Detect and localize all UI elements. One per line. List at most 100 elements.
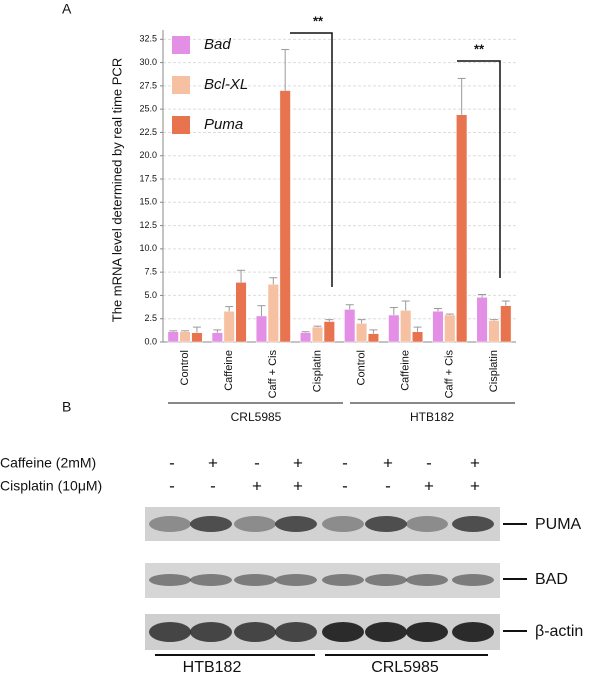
blot-band bbox=[365, 516, 407, 532]
x-tick-label: Caff + Cis bbox=[444, 350, 456, 399]
bar bbox=[300, 332, 312, 343]
error-bar bbox=[369, 329, 378, 334]
treatment-sign: + bbox=[208, 453, 218, 472]
significance-brackets bbox=[290, 32, 501, 287]
bar bbox=[191, 332, 203, 343]
error-bar bbox=[225, 306, 234, 312]
significance: ** bbox=[313, 13, 324, 28]
bar bbox=[255, 315, 267, 343]
blot-band bbox=[406, 574, 448, 586]
bar bbox=[179, 331, 191, 343]
blot-band bbox=[322, 622, 364, 642]
blot-band bbox=[190, 516, 232, 532]
blot-band bbox=[322, 574, 364, 586]
bar bbox=[444, 314, 456, 343]
error-bar bbox=[413, 326, 422, 332]
error-bar bbox=[269, 277, 278, 285]
treatment-sign: + bbox=[293, 476, 303, 495]
cell-line-label: CRL5985 bbox=[371, 659, 439, 676]
treatment-sign: - bbox=[169, 453, 175, 472]
bar bbox=[476, 297, 488, 343]
y-axis-label: The mRNA level determined by real time P… bbox=[109, 58, 124, 322]
bar bbox=[388, 314, 400, 343]
legend-label: Bcl-XL bbox=[204, 76, 248, 93]
blot-band bbox=[452, 516, 494, 532]
bar bbox=[432, 311, 444, 343]
error-bar bbox=[433, 307, 442, 312]
x-tick-label: Caff + Cis bbox=[267, 350, 279, 399]
bar bbox=[311, 326, 323, 343]
blot-band bbox=[406, 516, 448, 532]
error-bar bbox=[501, 300, 510, 306]
error-bar bbox=[478, 294, 487, 298]
treatment-label: Cisplatin (10μM) bbox=[0, 478, 102, 494]
blot-band bbox=[322, 516, 364, 532]
error-bar bbox=[345, 304, 354, 310]
y-tick-label: 15.0 bbox=[139, 197, 157, 207]
bar bbox=[223, 311, 235, 343]
bar bbox=[211, 332, 223, 343]
band-label: β-actin bbox=[535, 623, 583, 640]
cell-line-label: HTB182 bbox=[183, 659, 242, 676]
error-bar bbox=[357, 319, 366, 324]
x-tick-label: Control bbox=[355, 350, 367, 385]
blot-band bbox=[234, 574, 276, 586]
treatment-sign: + bbox=[470, 476, 480, 495]
bar bbox=[235, 282, 247, 343]
bar bbox=[500, 305, 512, 343]
bar bbox=[167, 331, 179, 343]
treatment-sign: + bbox=[424, 476, 434, 495]
error-bar bbox=[301, 331, 310, 333]
treatment-sign: - bbox=[342, 453, 348, 472]
treatment-sign: + bbox=[252, 476, 262, 495]
y-tick-label: 30.0 bbox=[139, 57, 157, 67]
error-bar bbox=[237, 269, 246, 283]
y-tick-label: 20.0 bbox=[139, 150, 157, 160]
error-bar bbox=[192, 326, 201, 333]
band-label: PUMA bbox=[535, 516, 582, 533]
error-bar bbox=[325, 319, 334, 322]
treatment-sign: + bbox=[470, 453, 480, 472]
treatment-sign: + bbox=[383, 453, 393, 472]
error-bar bbox=[445, 313, 454, 315]
blot-band bbox=[452, 622, 494, 642]
blot-band bbox=[406, 622, 448, 642]
y-tick-label: 32.5 bbox=[139, 34, 157, 44]
bar bbox=[367, 333, 379, 343]
error-bar bbox=[457, 77, 466, 115]
error-bar bbox=[257, 305, 266, 316]
blot-band bbox=[149, 574, 191, 586]
error-bar bbox=[169, 330, 178, 332]
y-tick-label: 25.0 bbox=[139, 104, 157, 114]
y-tick-label: 22.5 bbox=[139, 127, 157, 137]
y-tick-label: 10.0 bbox=[139, 243, 157, 253]
bar bbox=[267, 284, 279, 343]
treatment-label: Caffeine (2mM) bbox=[0, 455, 96, 471]
treatment-sign: - bbox=[254, 453, 260, 472]
group-label: HTB182 bbox=[410, 410, 454, 424]
blot-band bbox=[234, 622, 276, 642]
legend-label: Puma bbox=[204, 116, 243, 133]
error-bar bbox=[389, 307, 398, 315]
blot-band bbox=[275, 574, 317, 586]
blot-band bbox=[275, 622, 317, 642]
x-tick-label: Control bbox=[179, 350, 191, 385]
blot-band bbox=[149, 622, 191, 642]
y-tick-label: 17.5 bbox=[139, 173, 157, 183]
bracket bbox=[290, 32, 333, 287]
x-tick-label: Cisplatin bbox=[488, 350, 500, 392]
y-tick-label: 12.5 bbox=[139, 220, 157, 230]
blot-band bbox=[234, 516, 276, 532]
blot-band bbox=[190, 574, 232, 586]
bar bbox=[323, 321, 335, 343]
y-tick-label: 27.5 bbox=[139, 80, 157, 90]
blot-band bbox=[365, 574, 407, 586]
treatment-sign: - bbox=[169, 476, 175, 495]
error-bar bbox=[401, 300, 410, 311]
bar bbox=[279, 90, 291, 343]
y-tick-label: 5.0 bbox=[144, 290, 157, 300]
error-bar bbox=[313, 325, 322, 328]
y-tick-label: 2.5 bbox=[144, 313, 157, 323]
x-tick-label: Cisplatin bbox=[311, 350, 323, 392]
